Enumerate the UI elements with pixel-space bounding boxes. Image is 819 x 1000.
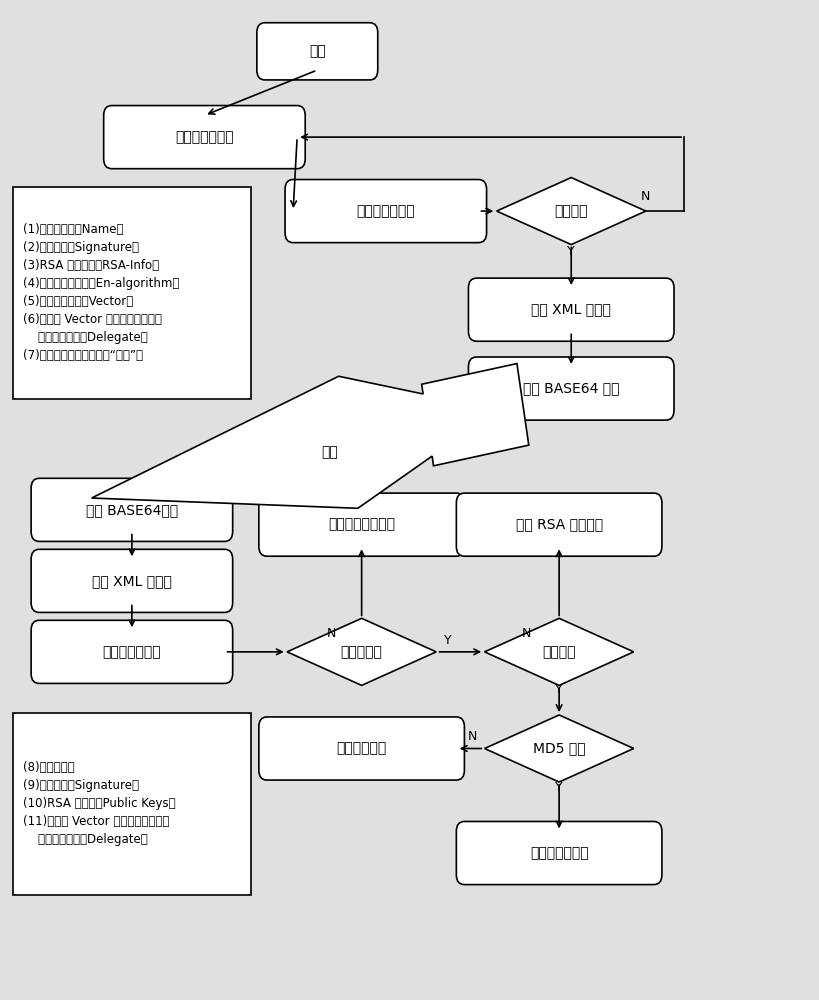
FancyBboxPatch shape bbox=[468, 278, 673, 341]
Polygon shape bbox=[287, 618, 436, 685]
Text: 转成 XML 数据包: 转成 XML 数据包 bbox=[92, 574, 172, 588]
Polygon shape bbox=[92, 364, 528, 508]
Text: Y: Y bbox=[444, 634, 451, 647]
FancyBboxPatch shape bbox=[468, 357, 673, 420]
Text: 开始: 开始 bbox=[309, 44, 325, 58]
Text: 输入接收者信息: 输入接收者信息 bbox=[102, 645, 161, 659]
Polygon shape bbox=[484, 715, 633, 782]
Text: 加密接收者信息: 加密接收者信息 bbox=[356, 204, 414, 218]
Text: Y: Y bbox=[554, 683, 563, 696]
Text: 提示无可接收信息: 提示无可接收信息 bbox=[328, 518, 395, 532]
FancyBboxPatch shape bbox=[256, 23, 378, 80]
FancyBboxPatch shape bbox=[13, 713, 251, 895]
Text: MD5 校验: MD5 校验 bbox=[532, 742, 585, 756]
Text: 提示 RSA 验证失败: 提示 RSA 验证失败 bbox=[515, 518, 602, 532]
Text: 接收 BASE64编码: 接收 BASE64编码 bbox=[86, 503, 178, 517]
FancyBboxPatch shape bbox=[259, 717, 464, 780]
Text: N: N bbox=[640, 190, 649, 203]
FancyBboxPatch shape bbox=[31, 620, 233, 683]
FancyBboxPatch shape bbox=[456, 821, 661, 885]
FancyBboxPatch shape bbox=[103, 106, 305, 169]
Text: 生成 XML 数据包: 生成 XML 数据包 bbox=[531, 303, 610, 317]
Text: N: N bbox=[467, 730, 476, 743]
Text: N: N bbox=[327, 627, 336, 640]
Text: 提示传输错误: 提示传输错误 bbox=[336, 742, 387, 756]
Text: 网络: 网络 bbox=[320, 446, 337, 460]
Polygon shape bbox=[484, 618, 633, 685]
Text: N: N bbox=[522, 627, 531, 640]
FancyBboxPatch shape bbox=[13, 187, 251, 399]
Text: 接收者存在: 接收者存在 bbox=[340, 645, 382, 659]
Text: (8)接收者姓名
(9)签名信息（Signature）
(10)RSA 公鑰组（Public Keys）
(11)可通过 Vector 获取加密所需的密
   : (8)接收者姓名 (9)签名信息（Signature） (10)RSA 公鑰组（… bbox=[23, 761, 175, 846]
Polygon shape bbox=[496, 178, 645, 245]
Text: Y: Y bbox=[567, 245, 574, 258]
FancyBboxPatch shape bbox=[456, 493, 661, 556]
FancyBboxPatch shape bbox=[31, 478, 233, 541]
Text: (1)接收者姓名（Name）
(2)签名信息（Signature）
(3)RSA 验签信息（RSA-Info）
(4)选定的加密算法（En-algorithm）: (1)接收者姓名（Name） (2)签名信息（Signature） (3)RSA… bbox=[23, 223, 179, 362]
FancyBboxPatch shape bbox=[259, 493, 464, 556]
Text: 添加接收者信息: 添加接收者信息 bbox=[175, 130, 233, 144]
Text: Y: Y bbox=[554, 781, 563, 794]
FancyBboxPatch shape bbox=[31, 549, 233, 612]
Text: 添加完成: 添加完成 bbox=[554, 204, 587, 218]
FancyBboxPatch shape bbox=[285, 180, 486, 243]
Text: 转成 BASE64 编码: 转成 BASE64 编码 bbox=[523, 382, 618, 396]
Text: 解密发送者信息: 解密发送者信息 bbox=[529, 846, 588, 860]
Text: 身份验证: 身份验证 bbox=[541, 645, 575, 659]
